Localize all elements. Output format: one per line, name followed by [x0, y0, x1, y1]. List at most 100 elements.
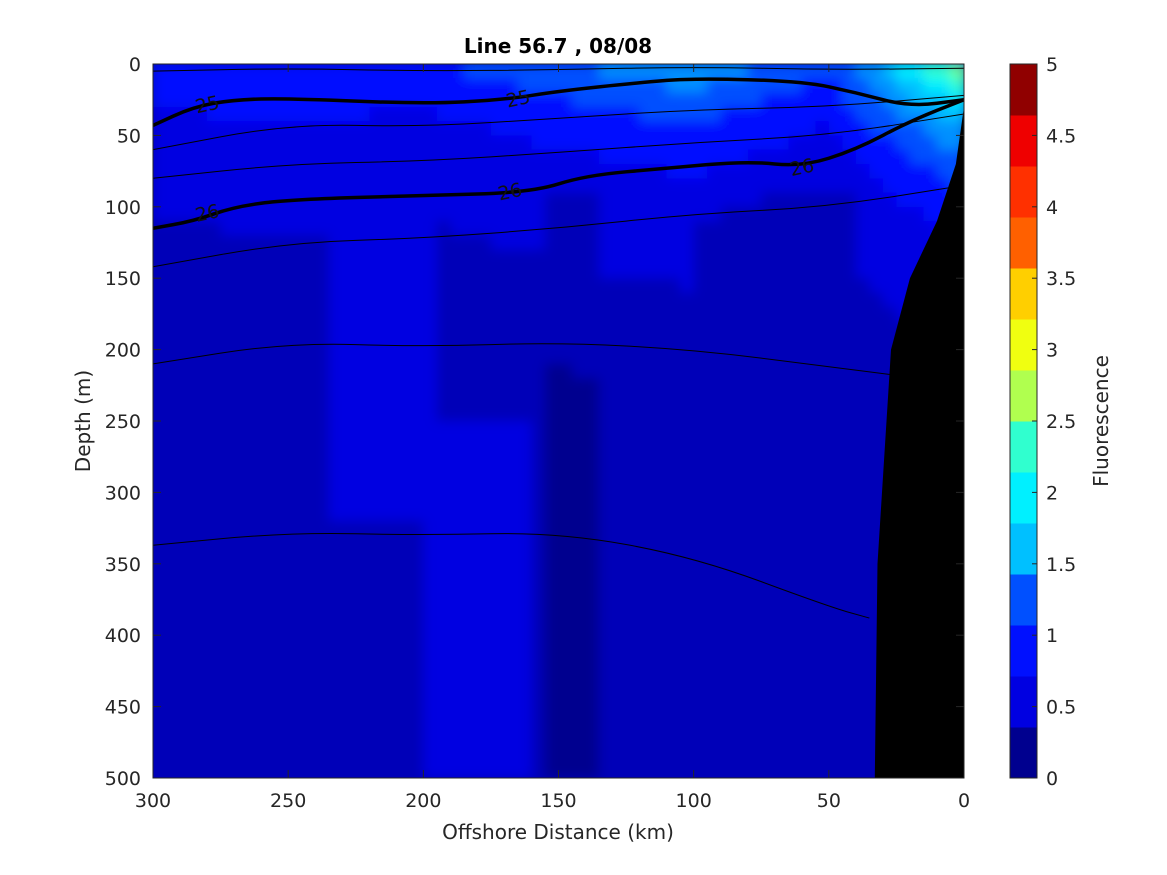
field-cell	[180, 78, 195, 94]
field-cell	[517, 278, 533, 294]
field-cell	[720, 64, 736, 80]
field-cell	[274, 506, 290, 522]
field-cell	[450, 263, 465, 280]
field-cell	[220, 520, 236, 537]
field-cell	[423, 435, 438, 451]
field-cell	[734, 192, 749, 208]
field-cell	[450, 563, 465, 580]
field-cell	[869, 463, 884, 480]
field-cell	[234, 421, 249, 437]
field-cell	[707, 321, 722, 337]
y-tick-label: 500	[105, 768, 141, 790]
field-cell	[639, 235, 655, 251]
x-tick-label: 250	[270, 790, 306, 812]
field-cell	[166, 549, 182, 565]
field-cell	[626, 649, 641, 665]
field-cell	[369, 235, 384, 251]
field-cell	[815, 392, 830, 408]
field-cell	[180, 235, 195, 251]
field-cell	[423, 263, 438, 280]
field-cell	[788, 635, 803, 651]
field-cell	[490, 678, 506, 694]
field-cell	[531, 406, 546, 422]
field-cell	[815, 720, 830, 737]
field-cell	[490, 720, 506, 737]
colorbar: 00.511.522.533.544.55	[1009, 54, 1076, 790]
field-cell	[274, 649, 290, 665]
field-cell	[680, 121, 695, 137]
field-cell	[680, 378, 695, 394]
field-cell	[301, 106, 317, 123]
field-cell	[653, 706, 668, 722]
field-cell	[288, 706, 303, 722]
field-cell	[220, 635, 236, 651]
field-cell	[166, 306, 182, 323]
field-cell	[653, 392, 668, 408]
field-cell	[720, 478, 736, 494]
field-cell	[504, 649, 519, 665]
field-cell	[193, 306, 209, 323]
field-cell	[734, 249, 749, 265]
field-cell	[463, 392, 479, 408]
field-cell	[599, 421, 614, 437]
field-cell	[666, 506, 682, 522]
field-cell	[693, 763, 709, 778]
field-cell	[261, 292, 276, 308]
field-cell	[234, 278, 249, 294]
field-cell	[477, 492, 492, 508]
field-cell	[828, 549, 844, 565]
field-cell	[193, 749, 209, 765]
field-cell	[828, 263, 844, 280]
field-cell	[572, 535, 587, 551]
field-cell	[301, 378, 317, 394]
field-cell	[180, 149, 195, 165]
field-cell	[315, 406, 330, 422]
field-cell	[774, 363, 790, 380]
field-cell	[909, 192, 925, 208]
field-cell	[274, 278, 290, 294]
field-cell	[247, 135, 263, 151]
field-cell	[599, 578, 614, 594]
field-cell	[815, 292, 830, 308]
field-cell	[234, 492, 249, 508]
field-cell	[261, 563, 276, 580]
field-cell	[531, 135, 546, 151]
field-cell	[261, 663, 276, 680]
field-cell	[409, 520, 425, 537]
field-cell	[882, 163, 898, 180]
field-cell	[315, 749, 330, 765]
field-cell	[680, 78, 695, 94]
field-cell	[247, 292, 263, 308]
field-cell	[842, 463, 857, 480]
field-cell	[828, 378, 844, 394]
field-cell	[612, 235, 628, 251]
field-cell	[599, 363, 614, 380]
colorbar-band	[1010, 676, 1037, 728]
field-cell	[734, 378, 749, 394]
field-cell	[774, 421, 790, 437]
field-cell	[531, 163, 546, 180]
field-cell	[585, 421, 601, 437]
field-cell	[369, 649, 384, 665]
field-cell	[220, 535, 236, 551]
field-cell	[626, 592, 641, 608]
field-cell	[774, 335, 790, 351]
colorbar-band	[1010, 421, 1037, 473]
field-cell	[342, 592, 357, 608]
field-cell	[909, 135, 925, 151]
field-cell	[936, 121, 952, 137]
field-cell	[153, 235, 168, 251]
field-cell	[450, 692, 465, 708]
field-cell	[220, 649, 236, 665]
field-cell	[612, 349, 628, 365]
field-cell	[220, 763, 236, 778]
field-cell	[666, 678, 682, 694]
field-cell	[869, 335, 884, 351]
field-cell	[274, 335, 290, 351]
field-cell	[342, 435, 357, 451]
field-cell	[301, 606, 317, 622]
field-cell	[396, 278, 411, 294]
field-cell	[774, 249, 790, 265]
field-cell	[301, 720, 317, 737]
field-cell	[247, 321, 263, 337]
